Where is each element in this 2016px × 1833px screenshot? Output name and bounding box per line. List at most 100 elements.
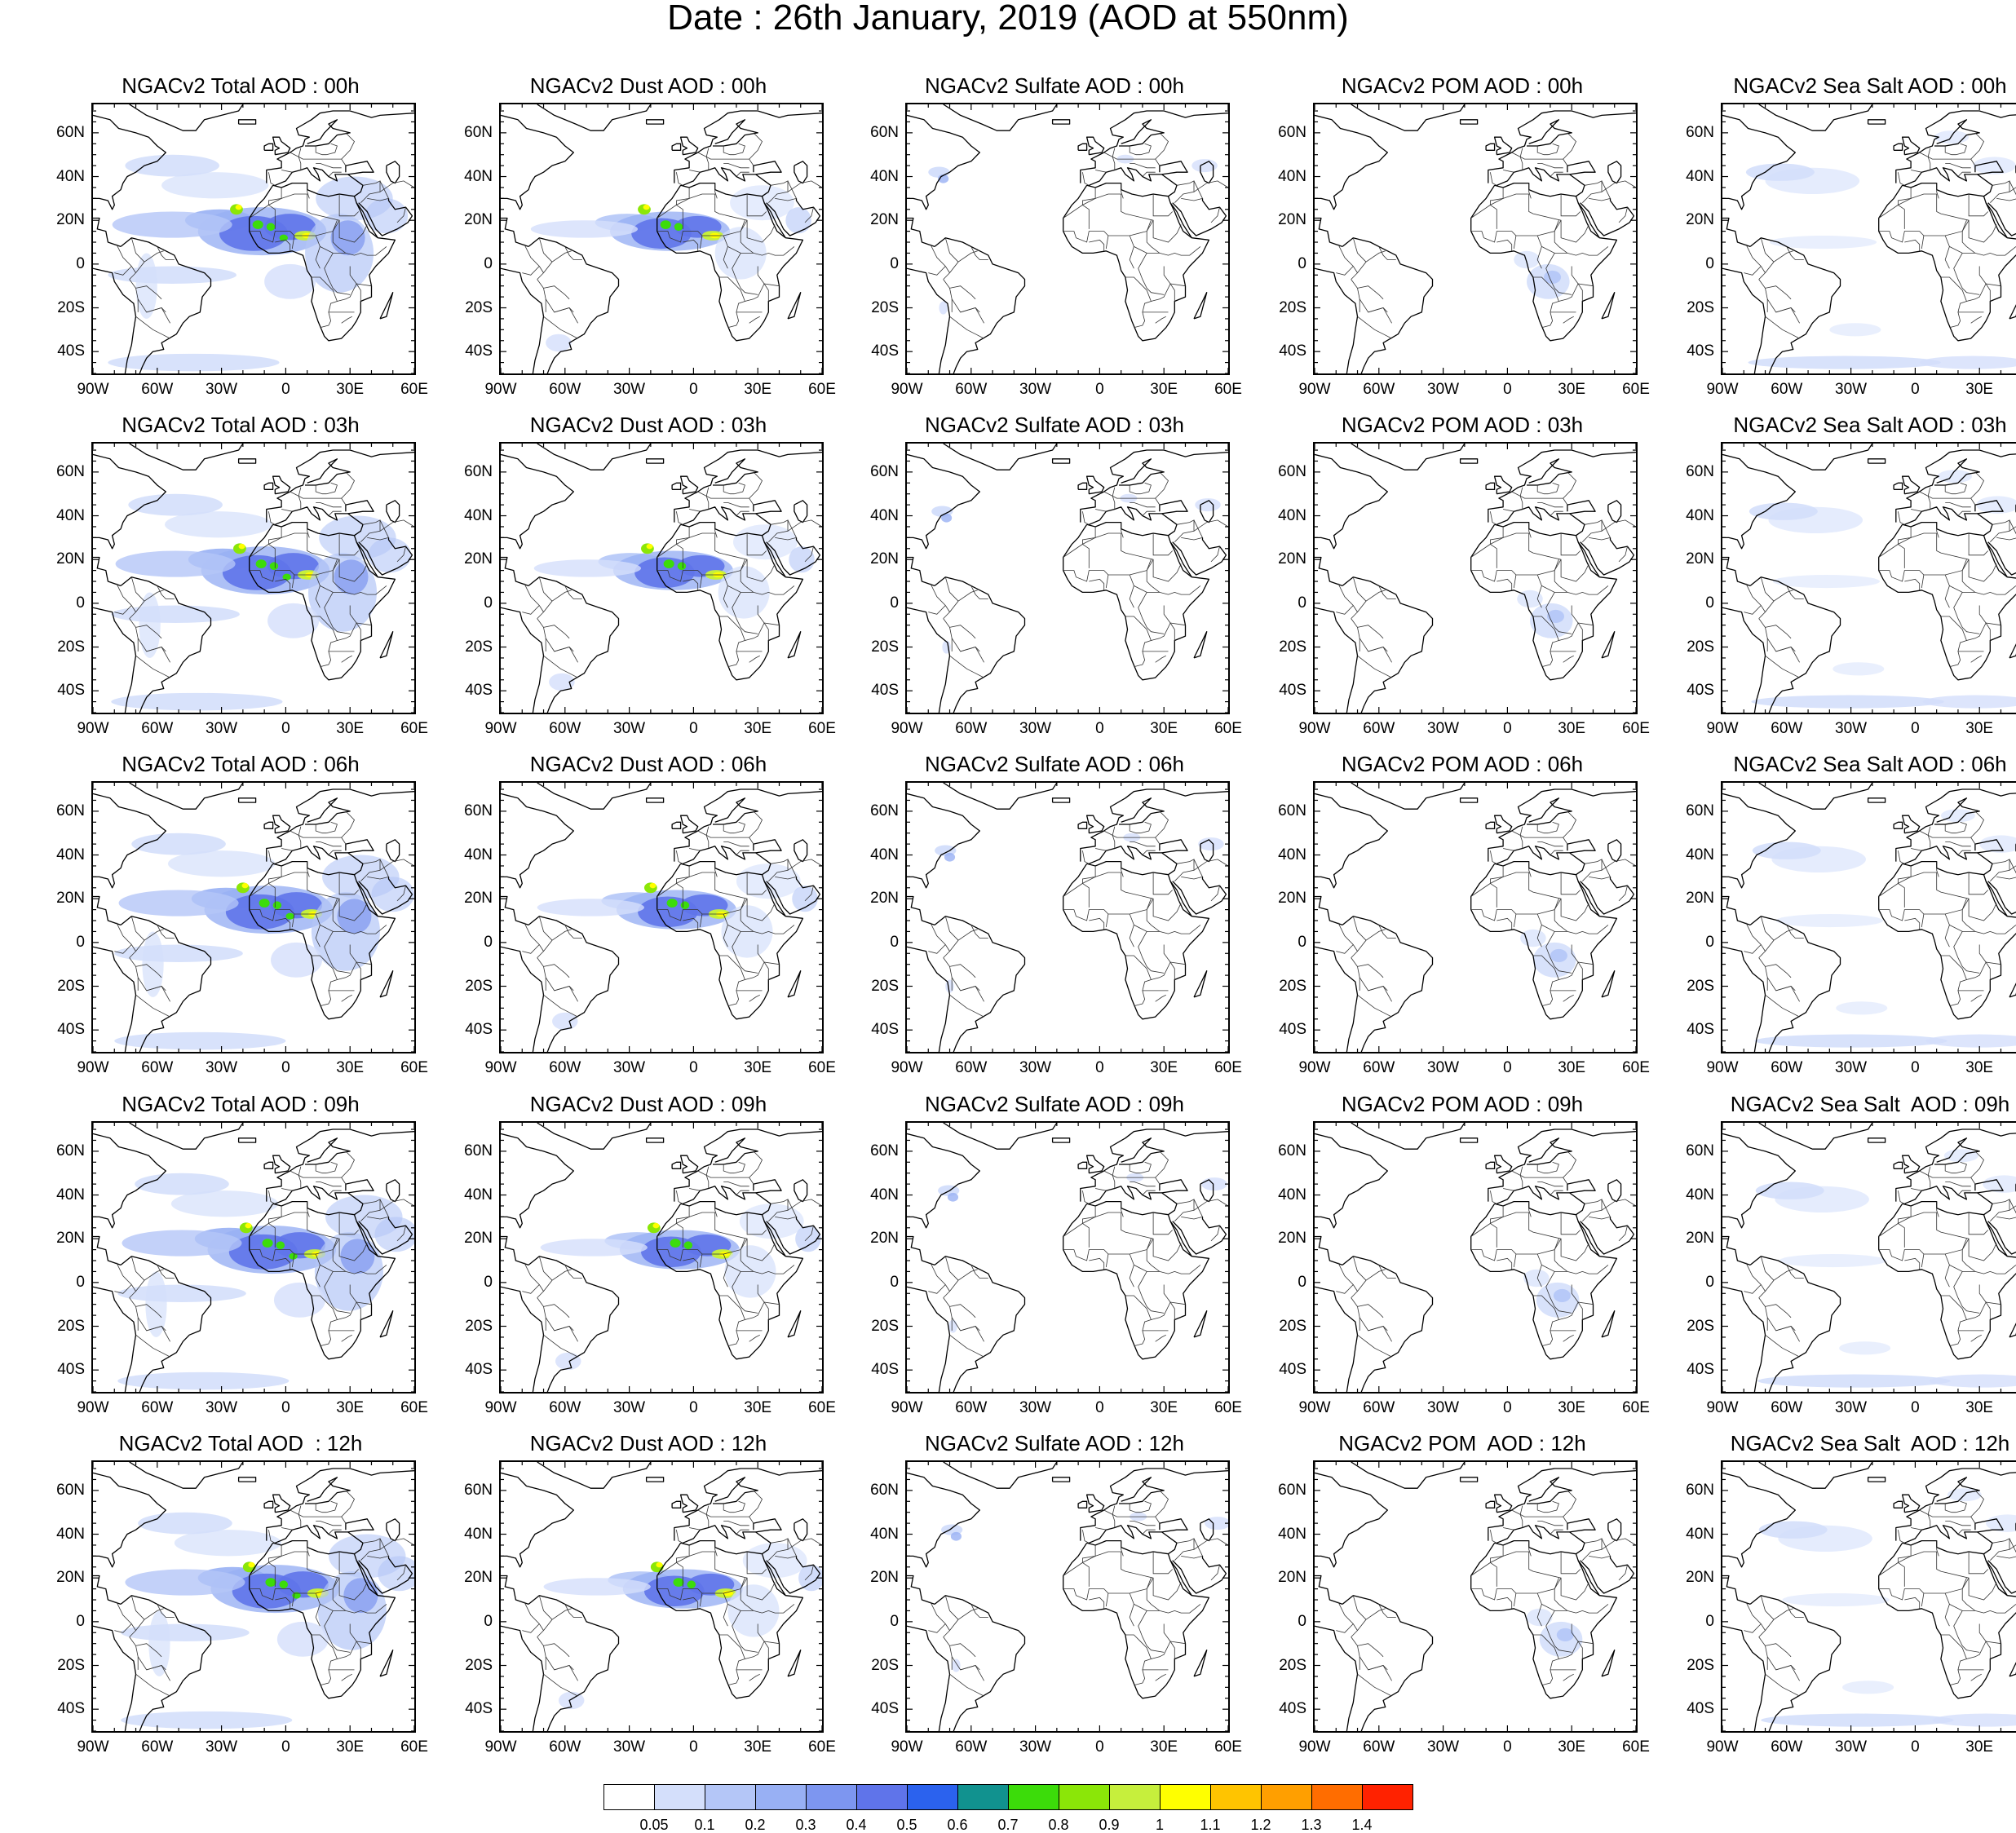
country-border: [1174, 859, 1194, 881]
country-border: [136, 1335, 170, 1357]
country-border: [1945, 914, 1949, 947]
uk-coast: [681, 1495, 698, 1513]
arabia-coast: [1173, 537, 1227, 575]
country-border: [1744, 1285, 1761, 1294]
lat-label: 40S: [1678, 1701, 1714, 1717]
country-border: [1082, 188, 1095, 205]
lon-label: 30E: [1139, 1060, 1188, 1076]
country-border: [539, 1257, 552, 1281]
ireland-coast: [672, 483, 681, 489]
country-border: [544, 251, 572, 273]
lon-label: 30E: [733, 1060, 782, 1076]
lat-label: 20S: [1678, 1658, 1714, 1674]
lat-label: 60N: [457, 464, 493, 480]
africa-coast: [1879, 1541, 2016, 1698]
country-border: [1537, 841, 1563, 846]
lon-label: 0: [1075, 382, 1124, 398]
country-border: [1471, 1578, 1559, 1600]
central-america-coast: [1315, 219, 1342, 247]
country-border: [1194, 1539, 1228, 1549]
lon-label: 60E: [798, 1739, 847, 1756]
lon-label: 30E: [1955, 382, 2004, 398]
country-border: [1358, 1305, 1384, 1318]
lon-label: 30E: [325, 1400, 374, 1416]
lon-label: 60E: [1611, 1060, 1660, 1076]
lat-label: 0: [457, 595, 493, 612]
caspian-coast: [1608, 161, 1621, 183]
country-border: [1082, 1223, 1089, 1248]
lon-label: 30W: [605, 721, 654, 737]
aod-plume: [253, 220, 263, 229]
country-border: [342, 1674, 352, 1681]
country-border: [1767, 638, 1795, 651]
black-sea-coast: [1160, 840, 1187, 853]
country-border: [1336, 606, 1353, 615]
greenland-coast: [537, 444, 651, 470]
aod-plume: [948, 1319, 957, 1332]
lon-label: 60W: [541, 1400, 590, 1416]
country-border: [1353, 238, 1366, 263]
lon-label: 30E: [325, 382, 374, 398]
country-border: [537, 958, 546, 991]
country-border: [157, 585, 175, 598]
colorbar-swatch: [1008, 1784, 1059, 1810]
panel-title: NGACv2 POM AOD : 12h: [1271, 1431, 1654, 1455]
caspian-coast: [794, 1180, 807, 1202]
country-border: [745, 1302, 768, 1320]
aod-map: [93, 444, 414, 713]
country-border: [1471, 1239, 1559, 1261]
country-border: [544, 1644, 570, 1657]
map-frame: [1313, 781, 1638, 1053]
lat-label: 20N: [457, 1570, 493, 1586]
lon-label: 60W: [133, 721, 182, 737]
country-border: [1904, 240, 1919, 251]
country-border: [1561, 194, 1581, 216]
country-border: [1941, 956, 1967, 1006]
lat-label: 60N: [457, 1482, 493, 1499]
central-america-coast: [1722, 897, 1750, 925]
lat-label: 40N: [1271, 1187, 1306, 1204]
country-border: [1979, 1624, 2001, 1644]
greenland-coast: [1759, 104, 1872, 130]
lat-label: 60N: [49, 1143, 85, 1159]
uk-coast: [1495, 1495, 1512, 1513]
central-america-coast: [501, 1237, 528, 1265]
baltic-coast: [713, 459, 758, 485]
country-border: [1966, 1302, 1990, 1320]
country-border: [1130, 163, 1156, 167]
lat-label: 40S: [1678, 1022, 1714, 1038]
africa-coast: [1879, 183, 2016, 341]
lon-label: 90W: [476, 721, 525, 737]
country-border: [1490, 1545, 1503, 1562]
arabia-coast: [1173, 198, 1227, 236]
lat-label: 40S: [863, 1701, 899, 1717]
country-border: [1125, 616, 1152, 667]
country-border: [1561, 872, 1581, 894]
madagascar-coast: [2009, 971, 2016, 997]
country-border: [1156, 316, 1166, 323]
colorbar-swatch: [755, 1784, 807, 1810]
arabia-coast: [1173, 877, 1227, 914]
country-border: [1602, 1539, 1636, 1549]
country-border: [1514, 1593, 1516, 1606]
iceland-coast: [647, 1138, 664, 1142]
lon-label: 30W: [1011, 382, 1060, 398]
central-america-coast: [907, 219, 935, 247]
lat-label: 60N: [1678, 1143, 1714, 1159]
aod-plume: [256, 559, 267, 568]
country-border: [1971, 133, 1984, 159]
country-border: [1211, 1565, 1220, 1580]
country-border: [522, 267, 539, 276]
lon-label: 90W: [1698, 1739, 1747, 1756]
country-border: [1744, 945, 1761, 954]
lat-label: 60N: [863, 803, 899, 819]
country-border: [1095, 510, 1106, 512]
country-border: [1904, 1258, 1919, 1270]
black-sea-coast: [1567, 840, 1595, 853]
country-border: [1134, 246, 1200, 255]
lat-label: 40N: [863, 169, 899, 185]
south-america-west-coast: [907, 607, 950, 713]
